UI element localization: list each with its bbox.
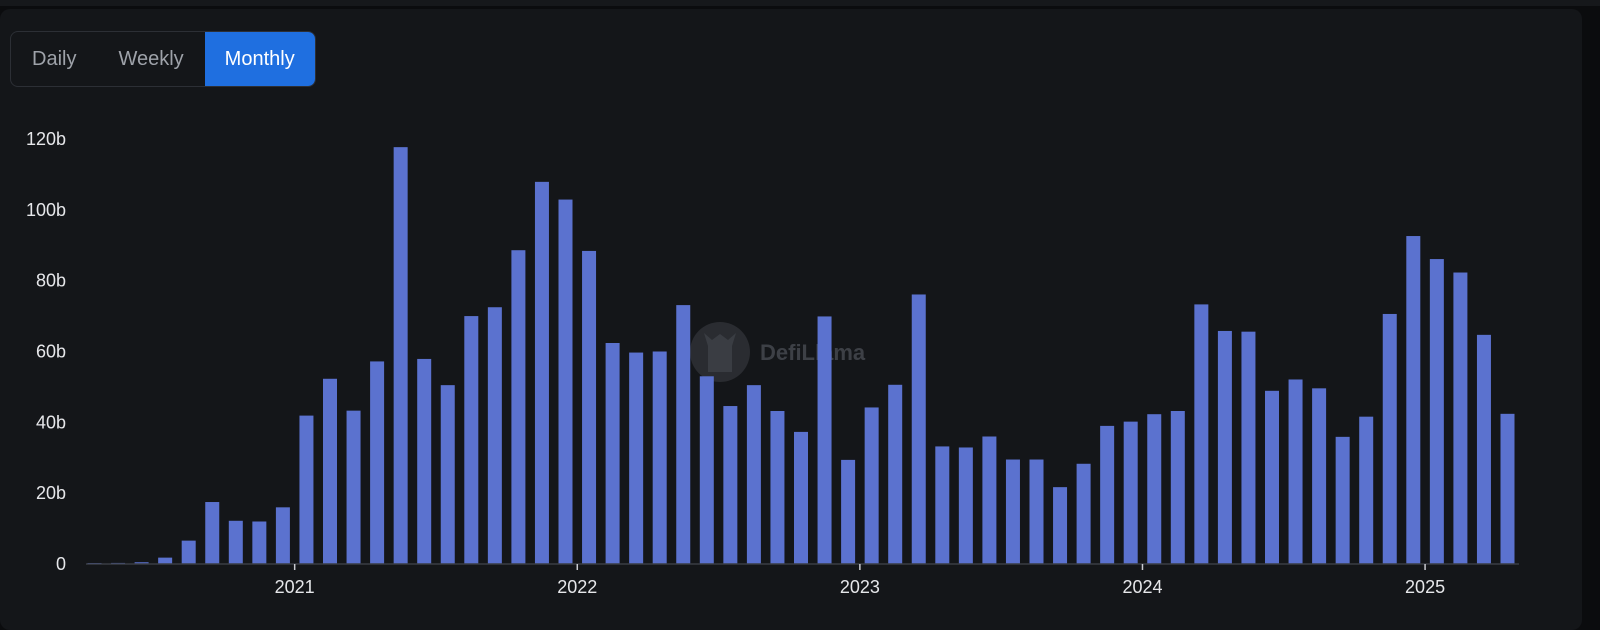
bar-2024-05[interactable]	[1241, 331, 1256, 564]
bar-2020-07[interactable]	[158, 557, 173, 565]
llama-head-icon	[704, 333, 736, 372]
bar-2022-08[interactable]	[746, 385, 761, 564]
x-tick-label: 2023	[840, 577, 880, 597]
interval-tabs: Daily Weekly Monthly	[10, 31, 316, 87]
y-tick-label: 20b	[36, 483, 66, 503]
y-tick-label: 0	[56, 554, 66, 574]
bar-2024-09[interactable]	[1335, 436, 1350, 564]
bar-2025-01[interactable]	[1429, 259, 1444, 564]
x-tick-label: 2021	[275, 577, 315, 597]
defillama-watermark: DefiLlama	[690, 322, 866, 382]
bar-2022-11[interactable]	[817, 316, 832, 564]
bar-2023-02[interactable]	[888, 384, 903, 564]
bar-2023-09[interactable]	[1053, 487, 1068, 564]
bar-2024-02[interactable]	[1170, 411, 1185, 564]
bar-2021-06[interactable]	[417, 358, 432, 564]
bar-2022-04[interactable]	[652, 351, 667, 565]
tab-weekly[interactable]: Weekly	[118, 48, 184, 70]
x-tick-label: 2022	[557, 577, 597, 597]
bar-2020-08[interactable]	[181, 540, 196, 564]
bar-2023-12[interactable]	[1123, 421, 1138, 565]
bar-2024-10[interactable]	[1359, 416, 1374, 564]
y-tick-label: 80b	[36, 271, 66, 291]
bar-2023-06[interactable]	[982, 436, 997, 565]
bar-2022-12[interactable]	[841, 459, 856, 564]
bar-2021-04[interactable]	[370, 361, 385, 564]
bar-2025-03[interactable]	[1476, 334, 1491, 564]
bar-2022-03[interactable]	[629, 352, 644, 564]
bar-2021-09[interactable]	[487, 307, 502, 564]
bar-2024-01[interactable]	[1147, 414, 1162, 564]
bar-2021-07[interactable]	[440, 385, 455, 564]
bar-2023-04[interactable]	[935, 446, 950, 564]
bar-2023-08[interactable]	[1029, 459, 1044, 564]
y-tick-label: 100b	[26, 200, 66, 220]
bar-2021-08[interactable]	[464, 316, 479, 564]
bar-2025-02[interactable]	[1453, 272, 1468, 564]
bar-2021-02[interactable]	[323, 378, 337, 564]
bar-2022-09[interactable]	[770, 411, 785, 564]
x-tick-label: 2025	[1405, 577, 1445, 597]
bar-2022-05[interactable]	[676, 305, 691, 564]
bar-2025-04[interactable]	[1500, 413, 1515, 564]
bar-2020-10[interactable]	[228, 520, 243, 564]
bar-2024-11[interactable]	[1382, 313, 1397, 564]
bar-2022-01[interactable]	[582, 250, 597, 565]
tab-daily[interactable]: Daily	[32, 48, 77, 70]
bar-2023-10[interactable]	[1076, 463, 1091, 564]
y-tick-label: 120b	[26, 129, 66, 149]
bar-2022-07[interactable]	[723, 406, 738, 564]
bar-2023-01[interactable]	[864, 407, 879, 564]
bar-2022-06[interactable]	[699, 376, 714, 564]
bar-2020-11[interactable]	[252, 521, 267, 565]
bar-2023-03[interactable]	[911, 294, 926, 564]
bar-2022-10[interactable]	[794, 431, 808, 564]
bar-2023-07[interactable]	[1005, 459, 1020, 564]
bar-2024-12[interactable]	[1406, 236, 1421, 565]
bar-2024-04[interactable]	[1217, 330, 1232, 564]
y-tick-label: 40b	[36, 412, 66, 432]
bar-2021-11[interactable]	[534, 181, 549, 564]
bar-2023-11[interactable]	[1100, 425, 1115, 565]
bar-2021-03[interactable]	[346, 410, 361, 564]
bar-2024-06[interactable]	[1265, 390, 1279, 564]
bar-2024-07[interactable]	[1288, 379, 1303, 564]
watermark-text: DefiLlama	[760, 340, 866, 365]
bar-2021-05[interactable]	[393, 147, 408, 564]
bar-2020-06[interactable]	[134, 562, 149, 564]
bar-2022-02[interactable]	[605, 343, 620, 564]
bar-2024-08[interactable]	[1312, 388, 1327, 564]
x-tick-label: 2024	[1122, 577, 1162, 597]
bar-2024-03[interactable]	[1194, 304, 1209, 564]
y-tick-label: 60b	[36, 342, 66, 362]
bar-2020-12[interactable]	[275, 507, 290, 564]
bar-2020-09[interactable]	[205, 502, 220, 564]
tab-monthly[interactable]: Monthly	[204, 32, 315, 86]
top-strip	[0, 0, 1600, 6]
bar-2021-10[interactable]	[511, 250, 526, 564]
bar-2023-05[interactable]	[958, 447, 973, 564]
bar-2021-12[interactable]	[558, 199, 573, 564]
bar-2021-01[interactable]	[299, 415, 314, 564]
